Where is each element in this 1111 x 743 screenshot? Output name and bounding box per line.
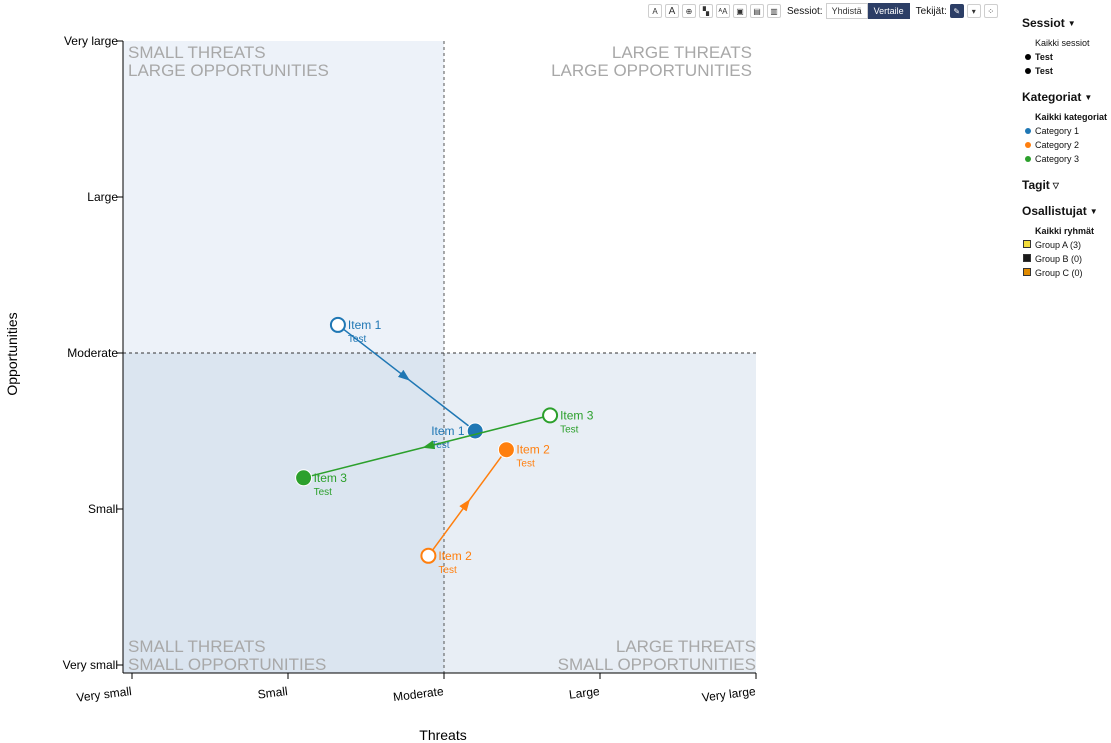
sessions-header[interactable]: Sessiot ▼ bbox=[1022, 16, 1076, 30]
point-session-label: Test bbox=[348, 334, 367, 345]
toolbar: A A ⊕ ▚ ᴬA ▣ ▤ ▥ Sessiot: Yhdistä Vertai… bbox=[648, 3, 998, 19]
tags-header[interactable]: Tagit ▽ bbox=[1022, 178, 1059, 192]
y-tick-label: Small bbox=[88, 502, 118, 516]
point-label: Item 1 bbox=[431, 424, 465, 438]
quadrant-label-top-left: SMALL THREATS bbox=[128, 43, 266, 62]
movement-arrow bbox=[427, 449, 508, 557]
participants-header[interactable]: Osallistujat ▼ bbox=[1022, 204, 1098, 218]
quadrant-label-bottom-left: SMALL OPPORTUNITIES bbox=[128, 655, 326, 674]
x-tick-label: Large bbox=[568, 684, 600, 702]
caret-down-icon: ▼ bbox=[1084, 92, 1093, 102]
point-start bbox=[542, 407, 559, 424]
author-filter-icon[interactable]: ▾ bbox=[966, 4, 981, 18]
session-mode-toggle: Yhdistä Vertaile bbox=[825, 3, 910, 19]
category-item[interactable]: Category 3 bbox=[1022, 152, 1110, 166]
y-tick-label: Very small bbox=[63, 658, 118, 672]
quadrant-label-bottom-left: SMALL THREATS bbox=[128, 637, 266, 656]
authors-label: Tekijät: bbox=[915, 5, 947, 17]
x-tick-label: Moderate bbox=[392, 684, 444, 704]
layout-icon[interactable]: ▚ bbox=[699, 4, 713, 18]
session-dot-icon bbox=[1025, 68, 1031, 74]
point-end bbox=[497, 441, 515, 459]
category-dot-icon bbox=[1025, 156, 1031, 162]
session-dot-icon bbox=[1025, 54, 1031, 60]
categories-section: Kategoriat ▼ Kaikki kategoriat Category 1… bbox=[1022, 90, 1110, 166]
small-text-icon[interactable]: A bbox=[648, 4, 662, 18]
author-dots-icon[interactable]: ⁘ bbox=[983, 4, 998, 18]
merge-button[interactable]: Yhdistä bbox=[825, 3, 868, 19]
point-end bbox=[295, 469, 313, 487]
quadrant-bottom-left bbox=[123, 353, 444, 673]
movement-arrow bbox=[337, 324, 476, 432]
quadrant-label-top-right: LARGE THREATS bbox=[612, 43, 752, 62]
group-all[interactable]: Kaikki ryhmät bbox=[1035, 226, 1095, 236]
export-icon[interactable]: ▣ bbox=[733, 4, 747, 18]
participants-section: Osallistujat ▼ Kaikki ryhmät Group A (3) … bbox=[1022, 204, 1110, 280]
caret-down-outline-icon: ▽ bbox=[1052, 180, 1059, 190]
group-item[interactable]: Group A (3) bbox=[1022, 238, 1110, 252]
quadrant-label-bottom-right: SMALL OPPORTUNITIES bbox=[558, 655, 756, 674]
quadrant-label-bottom-right: LARGE THREATS bbox=[616, 637, 756, 656]
group-swatch-icon bbox=[1023, 240, 1031, 248]
quadrant-top-right bbox=[444, 41, 756, 353]
author-tag-icon[interactable]: ✎ bbox=[949, 4, 964, 18]
y-tick-label: Large bbox=[87, 190, 118, 204]
y-axis-title: Opportunities bbox=[4, 312, 20, 395]
category-dot-icon bbox=[1025, 128, 1031, 134]
y-tick-label: Moderate bbox=[67, 346, 118, 360]
x-tick-label: Small bbox=[257, 684, 288, 702]
point-label: Item 3 bbox=[314, 471, 348, 485]
group-item[interactable]: Group C (0) bbox=[1022, 266, 1110, 280]
point-label: Item 1 bbox=[348, 318, 382, 332]
point-session-label: Test bbox=[431, 440, 450, 451]
point-label: Item 2 bbox=[438, 549, 472, 563]
category-item[interactable]: Category 1 bbox=[1022, 124, 1110, 138]
session-all[interactable]: Kaikki sessiot bbox=[1035, 38, 1090, 48]
compare-button[interactable]: Vertaile bbox=[867, 3, 910, 19]
group-swatch-icon bbox=[1023, 254, 1031, 262]
label-icon[interactable]: ᴬA bbox=[716, 4, 730, 18]
caret-down-icon: ▼ bbox=[1067, 18, 1076, 28]
chart: Very small Small Moderate Large Very large Ve… bbox=[4, 34, 757, 743]
point-session-label: Test bbox=[314, 487, 333, 498]
movement-arrow bbox=[303, 414, 551, 479]
group-swatch-icon bbox=[1023, 268, 1031, 276]
quadrant-bottom-right bbox=[444, 353, 756, 673]
zoom-icon[interactable]: ⊕ bbox=[682, 4, 696, 18]
tags-section: Tagit ▽ bbox=[1022, 178, 1110, 192]
x-tick-label: Very large bbox=[701, 684, 757, 705]
sessions-label: Sessiot: bbox=[787, 5, 823, 17]
quadrant-label-top-left: LARGE OPPORTUNITIES bbox=[128, 61, 329, 80]
group-item[interactable]: Group B (0) bbox=[1022, 252, 1110, 266]
quadrant-label-top-right: LARGE OPPORTUNITIES bbox=[551, 61, 752, 80]
category-dot-icon bbox=[1025, 142, 1031, 148]
large-text-icon[interactable]: A bbox=[665, 4, 679, 18]
quadrant-top-left bbox=[123, 41, 444, 353]
category-item[interactable]: Category 2 bbox=[1022, 138, 1110, 152]
point-start bbox=[420, 547, 437, 564]
save-icon[interactable]: ▤ bbox=[750, 4, 764, 18]
point-label: Item 3 bbox=[560, 408, 594, 422]
categories-header[interactable]: Kategoriat ▼ bbox=[1022, 90, 1093, 104]
x-axis-title: Threats bbox=[419, 727, 466, 743]
sidebar: Sessiot ▼ Kaikki sessiot Test Test Katego… bbox=[1022, 16, 1110, 292]
point-start bbox=[329, 316, 346, 333]
point-end bbox=[466, 422, 484, 440]
y-tick-label: Very large bbox=[64, 34, 118, 48]
session-item[interactable]: Test bbox=[1022, 50, 1110, 64]
category-all[interactable]: Kaikki kategoriat bbox=[1035, 112, 1108, 122]
point-session-label: Test bbox=[516, 459, 535, 470]
session-item[interactable]: Test bbox=[1022, 64, 1110, 78]
caret-down-icon: ▼ bbox=[1089, 206, 1098, 216]
sessions-section: Sessiot ▼ Kaikki sessiot Test Test bbox=[1022, 16, 1110, 78]
x-tick-label: Very small bbox=[76, 684, 133, 705]
point-session-label: Test bbox=[438, 565, 457, 576]
point-label: Item 2 bbox=[516, 443, 550, 457]
point-session-label: Test bbox=[560, 424, 579, 435]
print-icon[interactable]: ▥ bbox=[767, 4, 781, 18]
